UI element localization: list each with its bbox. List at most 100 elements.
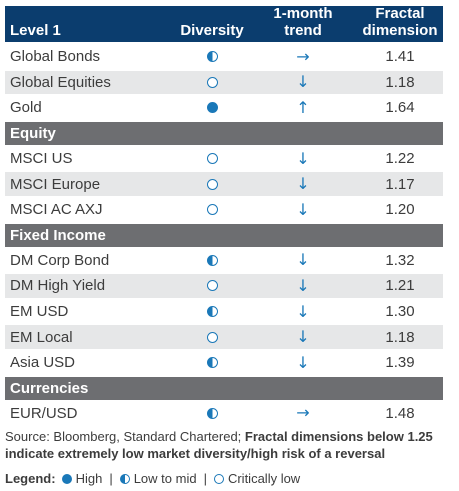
source-note: Source: Bloomberg, Standard Chartered; F… — [5, 428, 450, 462]
row-trend: ↓ — [249, 74, 357, 90]
table-row: EM Local ↓ 1.18 — [5, 325, 443, 349]
legend-separator: | — [109, 471, 113, 486]
section-currencies: Currencies — [5, 376, 443, 400]
row-name: Global Bonds — [10, 48, 101, 66]
legend-separator: | — [203, 471, 207, 486]
source-bold-text: Fractal dimensions below 1.25 indicate e… — [5, 429, 433, 461]
row-trend: ↓ — [249, 201, 357, 218]
row-name: Gold — [10, 99, 42, 117]
row-fractal: 1.22 — [385, 150, 415, 168]
row-name: EUR/USD — [10, 404, 78, 422]
row-fractal: 1.39 — [385, 354, 415, 372]
row-diversity — [175, 51, 249, 63]
table-row: MSCI Europe ↓ 1.17 — [5, 172, 443, 196]
row-fractal: 1.21 — [385, 277, 415, 295]
critically-low-diversity-icon — [206, 331, 218, 343]
row-trend: → — [249, 46, 357, 66]
row-diversity — [175, 102, 249, 114]
row-diversity — [175, 331, 249, 343]
header-diversity: Diversity — [180, 22, 244, 39]
row-name: MSCI AC AXJ — [10, 201, 103, 219]
row-name: EM Local — [10, 328, 73, 346]
row-name: EM USD — [10, 303, 69, 321]
arrow-down-icon: ↓ — [296, 72, 310, 92]
row-diversity — [175, 407, 249, 419]
row-diversity — [175, 254, 249, 266]
row-name: Global Equities — [10, 73, 111, 91]
arrow-down-icon: ↓ — [296, 174, 310, 194]
row-trend: ↓ — [249, 329, 357, 345]
table-row: MSCI US ↓ 1.22 — [5, 147, 443, 171]
row-name: DM Corp Bond — [10, 251, 110, 269]
critically-low-diversity-icon — [213, 473, 224, 484]
row-diversity — [175, 153, 249, 165]
row-fractal: 1.32 — [385, 251, 415, 269]
arrow-down-icon: ↓ — [296, 148, 310, 168]
table-row: MSCI AC AXJ ↓ 1.20 — [5, 198, 443, 222]
table-row: EM USD ↓ 1.30 — [5, 300, 443, 324]
arrow-down-icon: ↓ — [296, 275, 310, 295]
header-trend: 1-month trend — [249, 5, 357, 42]
header-fractal-line2: dimension — [362, 22, 438, 39]
critically-low-diversity-icon — [206, 204, 218, 216]
arrow-right-icon: → — [296, 46, 310, 66]
low-to-mid-diversity-icon — [206, 357, 218, 369]
table-row: Global Equities ↓ 1.18 — [5, 70, 443, 95]
header-trend-line2: trend — [284, 22, 322, 39]
section-fixed-income: Fixed Income — [5, 223, 443, 247]
low-to-mid-diversity-icon — [119, 473, 130, 484]
row-trend: ↓ — [249, 148, 357, 168]
arrow-up-icon: ↑ — [296, 97, 310, 117]
legend-label: Legend: — [5, 471, 56, 486]
fractal-table: Level 1 Diversity 1-month trend Fractal … — [5, 5, 443, 427]
row-fractal: 1.30 — [385, 303, 415, 321]
row-diversity — [175, 178, 249, 190]
row-name: MSCI Europe — [10, 175, 101, 193]
low-to-mid-diversity-icon — [206, 51, 218, 63]
critically-low-diversity-icon — [206, 280, 218, 292]
table-row: DM High Yield ↓ 1.21 — [5, 274, 443, 298]
source-text: Source: Bloomberg, Standard Chartered; — [5, 429, 245, 444]
row-name: DM High Yield — [10, 277, 106, 295]
section-equity: Equity — [5, 121, 443, 145]
row-fractal: 1.41 — [385, 48, 415, 66]
table-row: Global Bonds → 1.41 — [5, 45, 443, 69]
row-diversity — [175, 280, 249, 292]
equity-rows: MSCI US ↓ 1.22 MSCI Europe ↓ 1.17 MSCI AC AXJ ↓… — [5, 147, 443, 222]
arrow-down-icon: ↓ — [296, 327, 310, 347]
row-fractal: 1.20 — [385, 201, 415, 219]
legend-low: Low to mid — [133, 471, 197, 486]
row-fractal: 1.48 — [385, 404, 415, 422]
row-name: MSCI US — [10, 150, 73, 168]
row-trend: → — [249, 405, 357, 421]
header-fractal: Fractal dimension — [357, 5, 443, 42]
arrow-right-icon: → — [296, 403, 310, 423]
row-name: Asia USD — [10, 354, 76, 372]
header-fractal-line1: Fractal — [375, 5, 425, 22]
legend-high: High — [75, 471, 103, 486]
row-diversity — [175, 76, 249, 88]
row-trend: ↓ — [249, 275, 357, 295]
currencies-rows: EUR/USD → 1.48 — [5, 402, 443, 426]
fixed-income-rows: DM Corp Bond ↓ 1.32 DM High Yield ↓ 1.21 EM US… — [5, 249, 443, 375]
legend-critical: Critically low — [227, 471, 301, 486]
row-fractal: 1.64 — [385, 99, 415, 117]
arrow-down-icon: ↓ — [296, 352, 310, 372]
table-row: Asia USD ↓ 1.39 — [5, 351, 443, 375]
arrow-down-icon: ↓ — [296, 250, 310, 270]
low-to-mid-diversity-icon — [206, 306, 218, 318]
row-trend: ↓ — [249, 303, 357, 320]
critically-low-diversity-icon — [206, 178, 218, 190]
row-fractal: 1.18 — [385, 73, 415, 91]
row-trend: ↓ — [249, 352, 357, 372]
table-row: Gold ↑ 1.64 — [5, 96, 443, 120]
row-trend: ↓ — [249, 252, 357, 268]
level1-rows: Global Bonds → 1.41 Global Equities ↓ 1.18 Gol… — [5, 45, 443, 120]
row-fractal: 1.17 — [385, 175, 415, 193]
row-trend: ↓ — [249, 176, 357, 192]
table-header: Level 1 Diversity 1-month trend Fractal … — [5, 5, 443, 42]
row-diversity — [175, 306, 249, 318]
row-diversity — [175, 357, 249, 369]
table-row: DM Corp Bond ↓ 1.32 — [5, 249, 443, 273]
header-trend-line1: 1-month — [273, 5, 333, 22]
